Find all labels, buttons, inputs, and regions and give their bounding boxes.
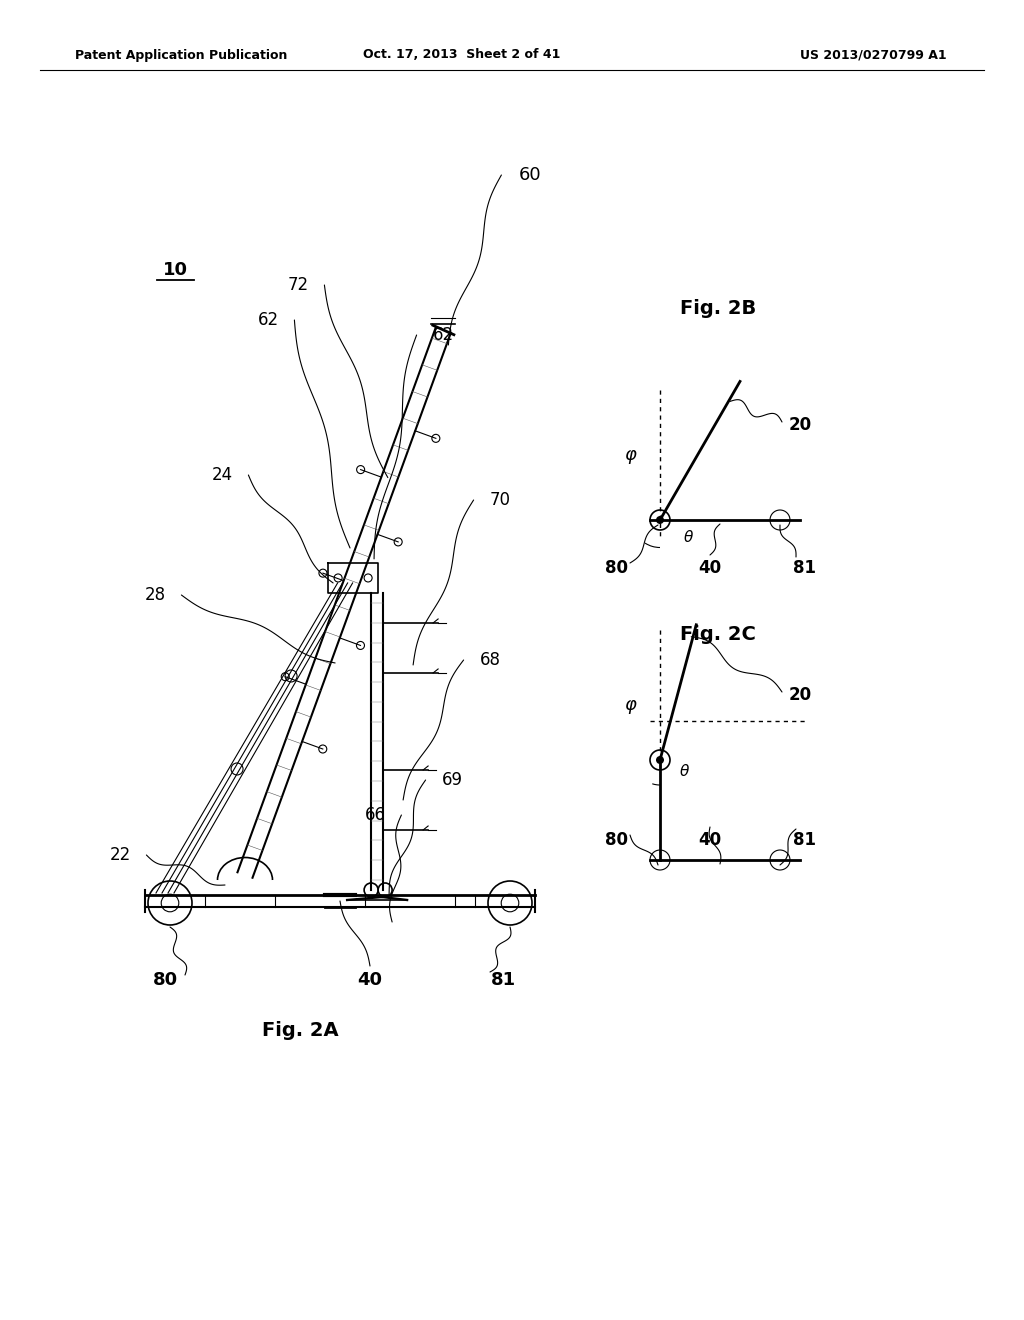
Text: 40: 40 xyxy=(357,972,383,989)
Text: 10: 10 xyxy=(163,261,187,279)
Text: 80: 80 xyxy=(605,558,629,577)
Text: 80: 80 xyxy=(153,972,177,989)
Text: 72: 72 xyxy=(288,276,308,294)
Text: 40: 40 xyxy=(698,832,722,849)
Text: 22: 22 xyxy=(110,846,131,865)
Text: 62: 62 xyxy=(257,312,279,329)
Text: 60: 60 xyxy=(519,166,542,183)
Text: Fig. 2B: Fig. 2B xyxy=(680,298,756,318)
Text: θ: θ xyxy=(679,764,689,780)
Text: 20: 20 xyxy=(788,686,812,704)
Text: 40: 40 xyxy=(698,558,722,577)
Text: 68: 68 xyxy=(479,651,501,669)
Text: 81: 81 xyxy=(794,558,816,577)
Text: 69: 69 xyxy=(441,771,463,789)
Text: 24: 24 xyxy=(211,466,232,484)
Text: Patent Application Publication: Patent Application Publication xyxy=(75,49,288,62)
Text: Fig. 2C: Fig. 2C xyxy=(680,626,756,644)
Text: 80: 80 xyxy=(605,832,629,849)
Text: θ: θ xyxy=(683,531,692,545)
Text: 28: 28 xyxy=(144,586,166,605)
Circle shape xyxy=(656,516,664,524)
Text: 81: 81 xyxy=(490,972,515,989)
Text: 20: 20 xyxy=(788,416,812,434)
Text: Oct. 17, 2013  Sheet 2 of 41: Oct. 17, 2013 Sheet 2 of 41 xyxy=(364,49,561,62)
Text: US 2013/0270799 A1: US 2013/0270799 A1 xyxy=(800,49,946,62)
Text: 70: 70 xyxy=(489,491,511,510)
Text: φ: φ xyxy=(624,696,636,714)
Circle shape xyxy=(656,756,664,764)
Text: 66: 66 xyxy=(365,807,385,824)
Text: Fig. 2A: Fig. 2A xyxy=(262,1020,338,1040)
Text: 81: 81 xyxy=(794,832,816,849)
Text: φ: φ xyxy=(624,446,636,465)
Text: 62: 62 xyxy=(432,326,454,345)
